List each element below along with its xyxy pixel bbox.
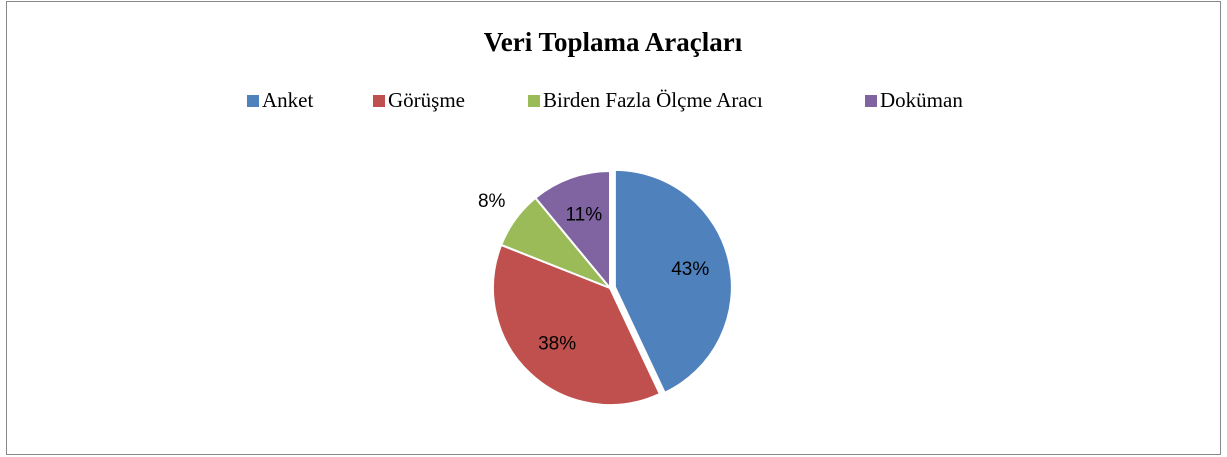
pie-slice: [534, 169, 611, 291]
legend-label: Görüşme: [388, 88, 465, 112]
legend-label: Doküman: [880, 88, 963, 112]
legend-label: Anket: [262, 88, 313, 112]
legend-swatch: [528, 95, 540, 107]
data-label: 38%: [538, 333, 576, 354]
data-label: 11%: [566, 204, 603, 225]
pie-slice: [613, 168, 733, 395]
legend-swatch: [865, 95, 877, 107]
data-label: 43%: [671, 259, 709, 280]
pie-slice: [492, 243, 662, 406]
legend-swatch: [247, 95, 259, 107]
legend-label: Birden Fazla Ölçme Aracı: [543, 88, 763, 112]
data-label: 8%: [478, 191, 506, 212]
legend-swatch: [373, 95, 385, 107]
chart-title: Veri Toplama Araçları: [484, 27, 743, 57]
